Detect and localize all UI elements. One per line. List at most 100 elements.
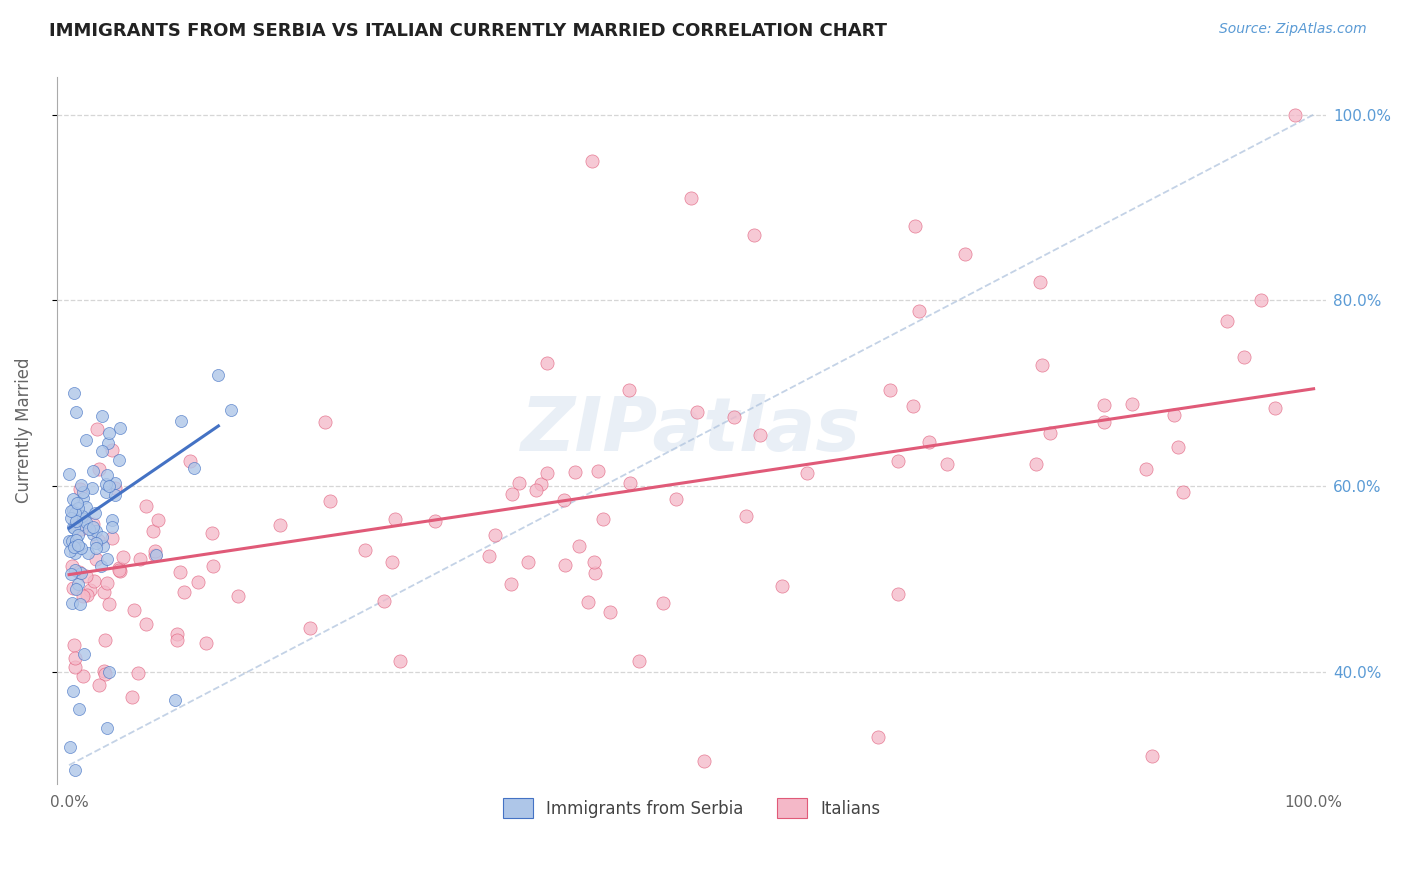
- Point: [103, 475, 125, 490]
- Point: [75, 568, 97, 582]
- Point: [65, 650, 87, 665]
- Point: [269, 518, 291, 533]
- Point: [70, 522, 93, 536]
- Point: [588, 464, 610, 478]
- Point: [110, 421, 132, 435]
- Point: [1167, 440, 1189, 454]
- Point: [599, 605, 621, 619]
- Point: [58, 467, 80, 481]
- Point: [63, 546, 86, 560]
- Point: [69, 513, 91, 527]
- Point: [298, 621, 321, 635]
- Point: [62, 519, 84, 533]
- Point: [63, 660, 86, 674]
- Point: [77, 522, 100, 536]
- Point: [62, 559, 84, 574]
- Point: [62, 503, 84, 517]
- Point: [135, 499, 157, 513]
- Point: [1135, 462, 1157, 476]
- Point: [69, 597, 91, 611]
- Point: [384, 512, 406, 526]
- Point: [59, 739, 82, 754]
- Point: [918, 435, 941, 450]
- Point: [796, 467, 818, 481]
- Point: [84, 541, 107, 555]
- Point: [100, 442, 122, 457]
- Point: [1250, 293, 1272, 307]
- Point: [80, 481, 103, 495]
- Point: [1264, 401, 1286, 416]
- Point: [84, 506, 107, 520]
- Point: [103, 481, 125, 495]
- Point: [887, 587, 910, 601]
- Point: [887, 454, 910, 468]
- Point: [104, 488, 127, 502]
- Point: [578, 595, 600, 609]
- Point: [67, 565, 90, 579]
- Point: [1039, 426, 1062, 441]
- Point: [63, 638, 86, 652]
- Point: [63, 520, 86, 534]
- Point: [93, 585, 115, 599]
- Point: [63, 540, 86, 554]
- Point: [536, 467, 558, 481]
- Point: [146, 513, 169, 527]
- Point: [86, 552, 108, 566]
- Point: [583, 566, 606, 580]
- Point: [60, 533, 83, 548]
- Point: [904, 219, 927, 234]
- Text: ZIPatlas: ZIPatlas: [522, 394, 862, 467]
- Point: [1173, 484, 1195, 499]
- Point: [60, 596, 83, 610]
- Point: [202, 559, 225, 574]
- Point: [67, 528, 90, 542]
- Point: [1092, 398, 1115, 412]
- Point: [581, 154, 603, 169]
- Point: [219, 403, 242, 417]
- Point: [903, 399, 925, 413]
- Point: [84, 524, 107, 539]
- Y-axis label: Currently Married: Currently Married: [15, 358, 32, 503]
- Point: [121, 690, 143, 705]
- Point: [501, 487, 523, 501]
- Point: [484, 528, 506, 542]
- Point: [65, 763, 87, 777]
- Point: [530, 476, 553, 491]
- Point: [72, 485, 94, 500]
- Point: [749, 428, 772, 442]
- Point: [75, 515, 97, 529]
- Point: [166, 632, 188, 647]
- Point: [107, 561, 129, 575]
- Point: [73, 512, 96, 526]
- Point: [60, 566, 83, 581]
- Point: [94, 485, 117, 500]
- Point: [536, 356, 558, 370]
- Point: [129, 552, 152, 566]
- Point: [87, 533, 110, 547]
- Point: [70, 566, 93, 581]
- Point: [83, 574, 105, 588]
- Point: [652, 596, 675, 610]
- Point: [179, 454, 201, 468]
- Point: [173, 584, 195, 599]
- Point: [62, 582, 84, 596]
- Point: [187, 575, 209, 590]
- Point: [67, 518, 90, 533]
- Point: [935, 457, 957, 471]
- Point: [63, 563, 86, 577]
- Point: [170, 414, 193, 428]
- Point: [693, 754, 716, 768]
- Point: [66, 496, 89, 510]
- Point: [82, 527, 104, 541]
- Point: [319, 494, 342, 508]
- Point: [69, 518, 91, 533]
- Point: [79, 582, 101, 597]
- Point: [96, 575, 118, 590]
- Point: [866, 731, 889, 745]
- Point: [72, 589, 94, 603]
- Point: [70, 508, 93, 523]
- Point: [90, 559, 112, 574]
- Point: [770, 579, 793, 593]
- Point: [66, 538, 89, 552]
- Point: [100, 520, 122, 534]
